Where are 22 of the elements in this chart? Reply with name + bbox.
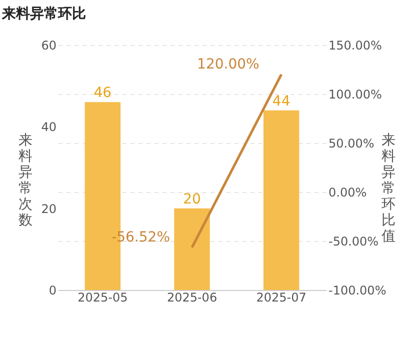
chart-title: 来料异常环比 (1, 6, 86, 22)
y2-tick-label: 50.00% (328, 136, 374, 150)
data-label: 20 (183, 191, 201, 208)
data-label: 120.00% (197, 56, 260, 72)
data-label: 44 (272, 93, 290, 110)
y-tick-label: 60 (41, 38, 56, 52)
y2-tick-label: 0.00% (328, 186, 367, 200)
y2-axis-title: 来料异常环比值 (382, 132, 396, 244)
y-tick-label: 0 (48, 284, 56, 298)
x-tick-label: 2025-05 (78, 290, 128, 304)
y2-tick-label: 150.00% (328, 38, 382, 52)
data-label: 46 (94, 85, 112, 102)
x-tick-label: 2025-06 (166, 290, 218, 304)
y-tick-label: 20 (41, 202, 56, 216)
y2-tick-label: -50.00% (328, 234, 379, 248)
bar (174, 208, 210, 290)
y2-tick-label: -100.00% (328, 284, 386, 298)
x-tick-label: 2025-07 (256, 290, 306, 304)
y-tick-label: 40 (41, 120, 56, 134)
y-axis-title: 来料异常次数 (18, 132, 32, 228)
bar (263, 110, 300, 290)
y2-tick-label: 100.00% (328, 88, 382, 102)
